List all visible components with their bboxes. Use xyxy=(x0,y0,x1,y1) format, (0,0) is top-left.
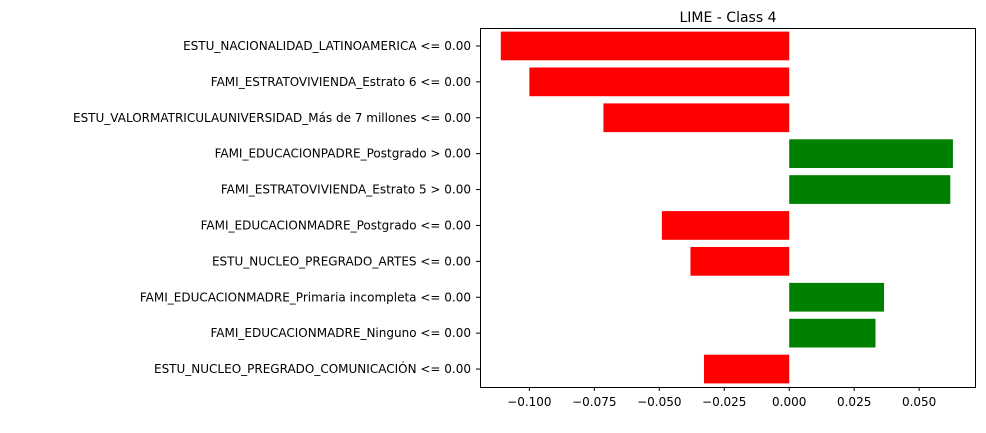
y-tick-label: FAMI_ESTRATOVIVIENDA_Estrato 6 <= 0.00 xyxy=(211,75,471,89)
y-tick-label: ESTU_VALORMATRICULAUNIVERSIDAD_Más de 7 … xyxy=(73,111,471,125)
y-tick-label: ESTU_NUCLEO_PREGRADO_COMUNICACIÓN <= 0.0… xyxy=(154,361,471,376)
y-axis: ESTU_NACIONALIDAD_LATINOAMERICA <= 0.00 F… xyxy=(73,39,480,376)
y-tick-label: FAMI_EDUCACIONMADRE_Postgrado <= 0.00 xyxy=(201,218,471,232)
y-tick-label: FAMI_EDUCACIONMADRE_Ninguno <= 0.00 xyxy=(211,326,472,340)
chart-title: LIME - Class 4 xyxy=(680,10,777,26)
x-tick-label: −0.075 xyxy=(572,395,616,409)
x-tick-label: 0.025 xyxy=(837,395,871,409)
x-tick-label: −0.025 xyxy=(702,395,746,409)
y-tick-label: FAMI_ESTRATOVIVIENDA_Estrato 5 > 0.00 xyxy=(221,183,471,197)
bar-7 xyxy=(690,246,790,276)
y-tick-label: ESTU_NACIONALIDAD_LATINOAMERICA <= 0.00 xyxy=(183,39,471,53)
y-tick-label: ESTU_NUCLEO_PREGRADO_ARTES <= 0.00 xyxy=(212,254,471,268)
bar-2 xyxy=(529,67,790,97)
bar-8 xyxy=(789,282,885,312)
bar-5 xyxy=(789,175,951,204)
x-tick-label: 0.050 xyxy=(902,395,936,409)
x-tick-label: 0.000 xyxy=(772,395,806,409)
bar-3 xyxy=(603,103,790,133)
x-tick-label: −0.100 xyxy=(507,395,551,409)
bars-group xyxy=(500,31,953,384)
bar-10 xyxy=(703,354,790,384)
bar-6 xyxy=(661,211,790,240)
bar-4 xyxy=(789,139,953,169)
y-tick-label: FAMI_EDUCACIONPADRE_Postgrado > 0.00 xyxy=(215,147,471,161)
bar-1 xyxy=(500,31,790,61)
bar-9 xyxy=(789,318,876,348)
axes-frame xyxy=(480,28,976,388)
x-tick-label: −0.050 xyxy=(637,395,681,409)
x-axis: −0.100 −0.075 −0.050 −0.025 0.000 0.025 0.050 xyxy=(507,387,936,409)
y-tick-label: FAMI_EDUCACIONMADRE_Primaria incompleta … xyxy=(140,290,471,304)
